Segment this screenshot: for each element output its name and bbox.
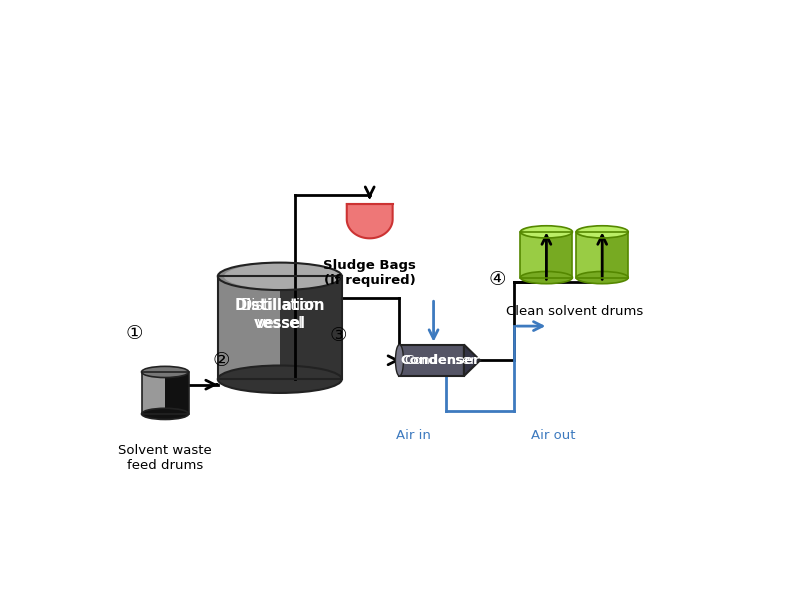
Polygon shape <box>218 277 280 379</box>
Ellipse shape <box>520 226 570 238</box>
Text: Sludge Bags
(if required): Sludge Bags (if required) <box>323 259 416 287</box>
Text: Condenser: Condenser <box>404 354 476 367</box>
Ellipse shape <box>142 408 189 419</box>
Ellipse shape <box>218 263 336 289</box>
Text: Condenser: Condenser <box>400 354 479 367</box>
Ellipse shape <box>576 271 628 284</box>
Text: Air out: Air out <box>531 428 575 442</box>
Ellipse shape <box>224 263 342 289</box>
Polygon shape <box>346 204 393 238</box>
Ellipse shape <box>142 367 186 377</box>
Ellipse shape <box>144 367 189 377</box>
Ellipse shape <box>576 226 626 238</box>
Text: ③: ③ <box>330 326 347 345</box>
Text: Clean solvent drums: Clean solvent drums <box>506 305 643 319</box>
Polygon shape <box>546 232 573 278</box>
Polygon shape <box>576 232 602 278</box>
Polygon shape <box>399 344 464 376</box>
Text: Air in: Air in <box>396 428 430 442</box>
Polygon shape <box>280 277 342 379</box>
Text: Distillation
vessel: Distillation vessel <box>234 298 325 331</box>
Ellipse shape <box>395 344 403 376</box>
Text: ①: ① <box>126 323 143 343</box>
Ellipse shape <box>523 226 573 238</box>
Ellipse shape <box>520 271 573 284</box>
Text: Distillation
vessel: Distillation vessel <box>241 298 319 331</box>
Ellipse shape <box>218 365 342 393</box>
Text: Solvent waste
feed drums: Solvent waste feed drums <box>118 444 212 472</box>
Polygon shape <box>165 372 189 414</box>
Text: ②: ② <box>212 351 230 370</box>
Ellipse shape <box>578 226 628 238</box>
Polygon shape <box>142 372 165 414</box>
Polygon shape <box>464 344 480 376</box>
Text: ④: ④ <box>488 271 506 289</box>
Polygon shape <box>520 232 546 278</box>
Polygon shape <box>602 232 628 278</box>
